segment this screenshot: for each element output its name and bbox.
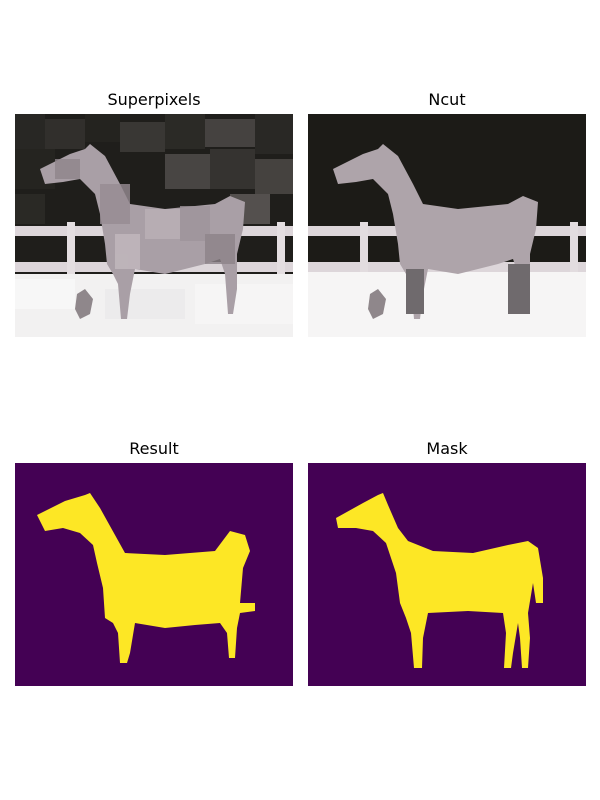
- superpixels-image: [15, 114, 293, 337]
- ground-truth-mask-image: [308, 463, 586, 686]
- result-mask-image: [15, 463, 293, 686]
- ncut-image: [308, 114, 586, 337]
- panel-title-result: Result: [129, 439, 179, 458]
- panel-title-superpixels: Superpixels: [107, 90, 201, 109]
- panel-title-mask: Mask: [426, 439, 468, 458]
- panel-title-ncut: Ncut: [428, 90, 466, 109]
